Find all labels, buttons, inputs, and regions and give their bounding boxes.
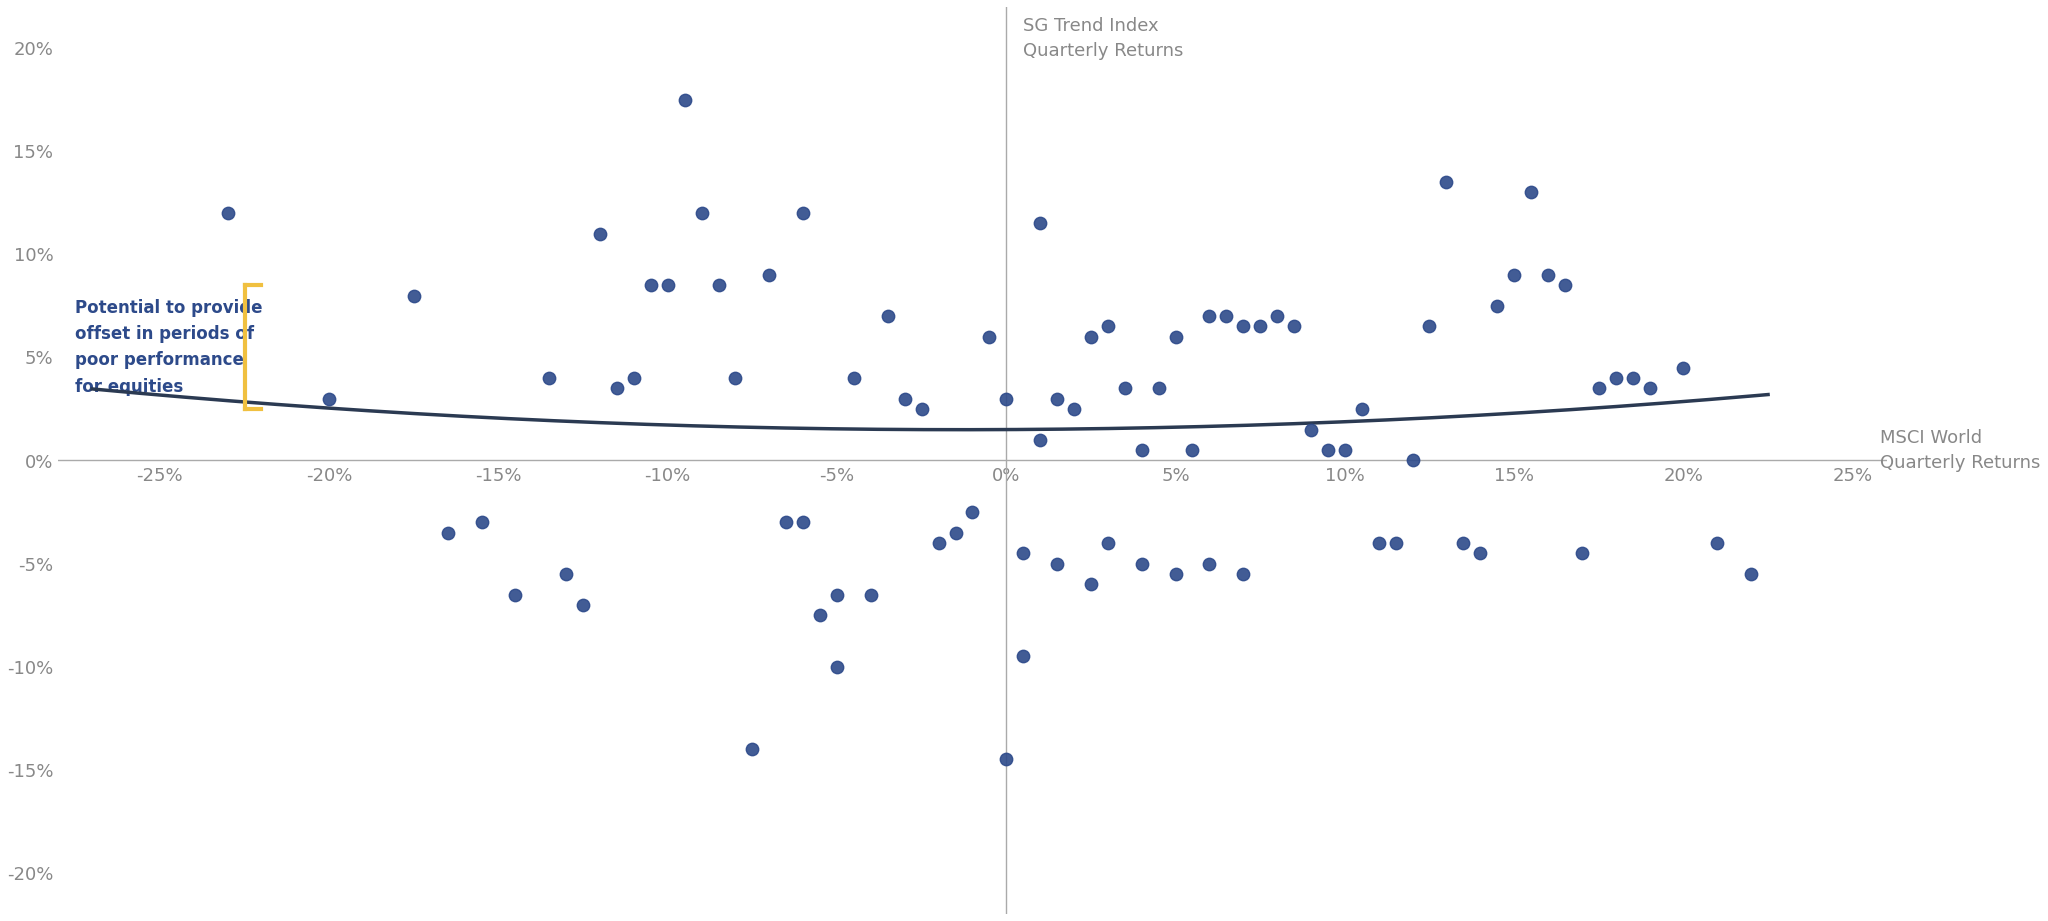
Point [600, 381, 633, 396]
Point [500, 587, 532, 601]
Point [1397, 453, 1430, 468]
Point [1464, 546, 1497, 561]
Point [1532, 268, 1565, 283]
Point [1294, 422, 1327, 437]
Point [821, 587, 854, 601]
Point [719, 370, 752, 385]
Point [1227, 566, 1260, 581]
Point [1210, 309, 1243, 323]
Point [651, 278, 684, 293]
Point [1024, 433, 1057, 448]
Point [786, 205, 819, 220]
Point [1124, 443, 1157, 458]
Point [1008, 649, 1040, 664]
Point [1346, 402, 1378, 416]
Point [786, 515, 819, 530]
Point [432, 525, 465, 540]
Point [397, 288, 430, 303]
Point [1227, 320, 1260, 334]
Point [735, 741, 768, 756]
Point [854, 587, 887, 601]
Point [1702, 536, 1735, 551]
Point [1565, 546, 1597, 561]
Point [1024, 216, 1057, 231]
Point [1735, 566, 1767, 581]
Point [1008, 546, 1040, 561]
Point [1075, 330, 1108, 344]
Point [635, 278, 668, 293]
Point [940, 525, 973, 540]
Point [465, 515, 498, 530]
Point [1092, 536, 1124, 551]
Point [1616, 370, 1649, 385]
Text: MSCI World
Quarterly Returns: MSCI World Quarterly Returns [1880, 428, 2040, 472]
Point [1124, 556, 1157, 571]
Point [956, 505, 989, 519]
Point [1632, 381, 1665, 396]
Point [1599, 370, 1632, 385]
Point [1243, 320, 1276, 334]
Point [584, 227, 616, 241]
Point [1378, 536, 1411, 551]
Point [549, 566, 582, 581]
Point [989, 752, 1022, 767]
Point [1143, 381, 1176, 396]
Text: SG Trend Index
Quarterly Returns: SG Trend Index Quarterly Returns [1024, 17, 1184, 60]
Point [618, 370, 651, 385]
Point [1667, 360, 1700, 375]
Point [702, 278, 735, 293]
Point [1176, 443, 1208, 458]
Point [905, 402, 938, 416]
Text: Potential to provide
offset in periods of
poor performance
for equities: Potential to provide offset in periods o… [76, 298, 262, 396]
Point [1329, 443, 1362, 458]
Point [803, 608, 836, 623]
Point [1362, 536, 1395, 551]
Point [686, 205, 719, 220]
Point [211, 205, 244, 220]
Point [1159, 330, 1192, 344]
Point [1413, 320, 1446, 334]
Point [838, 370, 870, 385]
Point [1448, 536, 1481, 551]
Point [1194, 556, 1227, 571]
Point [567, 598, 600, 612]
Point [889, 391, 922, 406]
Point [1278, 320, 1311, 334]
Point [1159, 566, 1192, 581]
Point [1516, 185, 1548, 200]
Point [1481, 298, 1513, 313]
Point [1311, 443, 1343, 458]
Point [973, 330, 1006, 344]
Point [668, 92, 700, 107]
Point [1092, 320, 1124, 334]
Point [1430, 175, 1462, 190]
Point [1075, 577, 1108, 591]
Point [754, 268, 786, 283]
Point [1040, 556, 1073, 571]
Point [770, 515, 803, 530]
Point [1108, 381, 1141, 396]
Point [1583, 381, 1616, 396]
Point [1262, 309, 1294, 323]
Point [922, 536, 954, 551]
Point [1548, 278, 1581, 293]
Point [532, 370, 565, 385]
Point [821, 659, 854, 674]
Point [313, 391, 346, 406]
Point [1497, 268, 1530, 283]
Point [1057, 402, 1090, 416]
Point [1194, 309, 1227, 323]
Point [989, 391, 1022, 406]
Point [1040, 391, 1073, 406]
Point [870, 309, 903, 323]
